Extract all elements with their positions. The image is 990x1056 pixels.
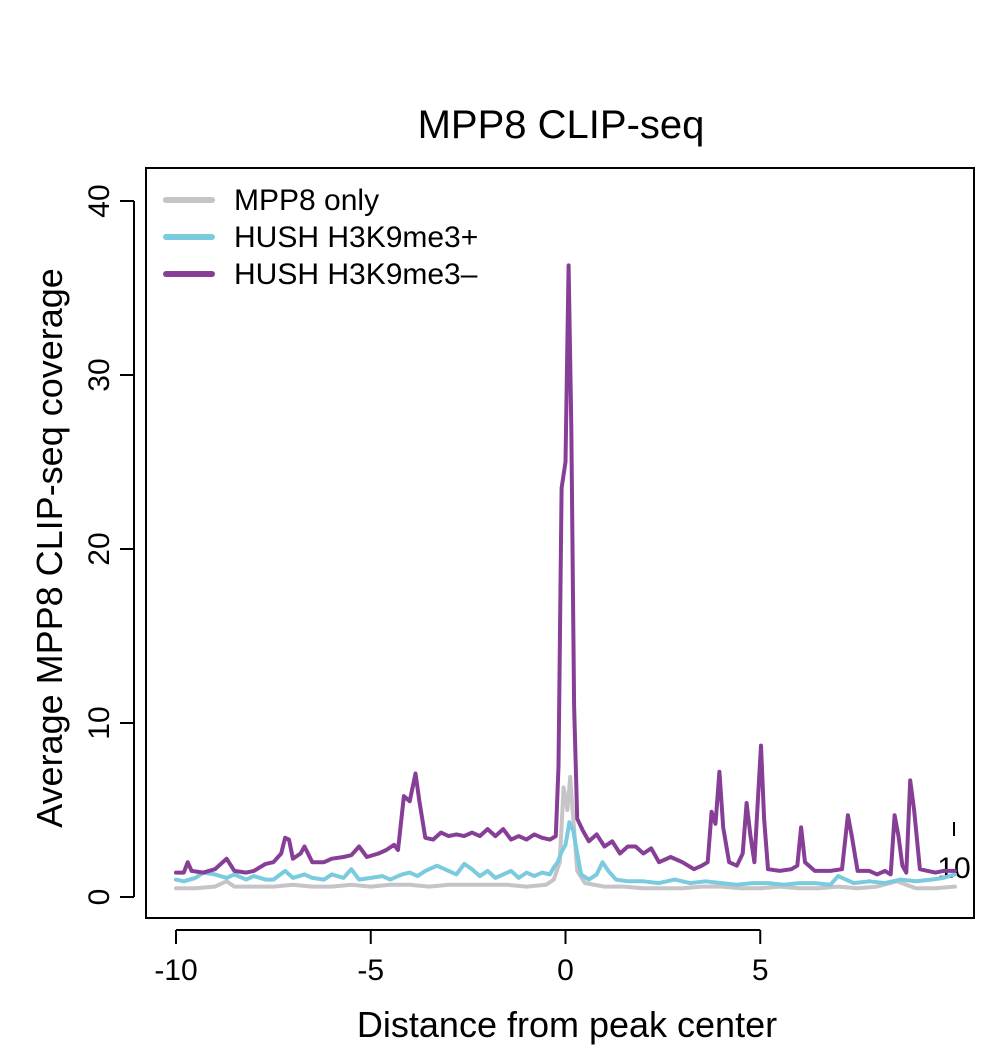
legend-label: MPP8 only (234, 184, 379, 217)
legend: MPP8 only HUSH H3K9me3+ HUSH H3K9me3– (163, 184, 478, 291)
y-tick-label: 10 (83, 706, 116, 739)
plot-frame (145, 167, 975, 919)
y-axis-label: Average MPP8 CLIP-seq coverage (29, 268, 70, 828)
x-tick-label: 0 (557, 954, 574, 987)
series-line-2 (174, 820, 957, 887)
chart-title: MPP8 CLIP-seq (418, 103, 705, 147)
x-axis-label: Distance from peak center (357, 1004, 777, 1045)
legend-label: HUSH H3K9me3– (234, 258, 478, 291)
series-line-1 (174, 774, 957, 891)
series-layer (174, 263, 957, 891)
y-tick-label: 20 (83, 532, 116, 565)
x-tick-label: -10 (154, 954, 197, 987)
x-tick-label: -5 (357, 954, 384, 987)
y-axis: 0 10 20 30 40 (83, 184, 135, 906)
y-tick-label: 40 (83, 184, 116, 217)
x-tick-label: 5 (752, 954, 769, 987)
y-tick-label: 30 (83, 358, 116, 391)
series-line-3 (174, 263, 957, 877)
y-tick-label: 0 (83, 889, 116, 906)
legend-label: HUSH H3K9me3+ (234, 221, 478, 254)
